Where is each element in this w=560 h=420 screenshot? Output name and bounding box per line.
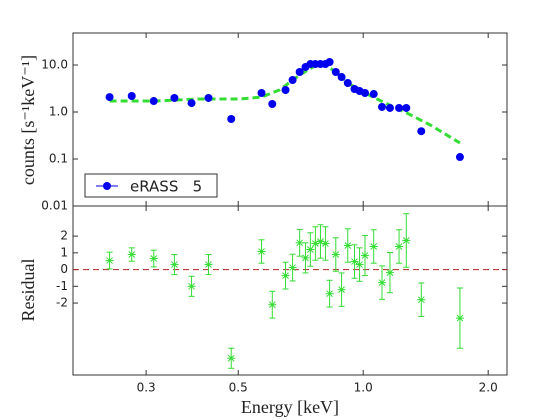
x-tick-label: 0.3 xyxy=(137,381,156,395)
residual-point xyxy=(385,252,394,294)
y-tick-label: 1 xyxy=(60,245,68,259)
residual-point xyxy=(306,232,315,267)
data-point xyxy=(343,79,352,88)
residual-point xyxy=(369,229,378,264)
y-tick-label: 1.0 xyxy=(49,105,68,119)
residual-point xyxy=(343,228,352,263)
y-tick-label: 0 xyxy=(60,262,68,276)
data-point xyxy=(187,99,196,108)
data-point xyxy=(149,97,158,106)
y-axis-label: counts [s⁻¹keV⁻¹] xyxy=(18,55,38,185)
x-axis-label: Energy [keV] xyxy=(241,397,339,417)
residual-point xyxy=(204,254,213,276)
residual-point xyxy=(337,272,346,307)
data-point xyxy=(417,127,426,136)
residual-point xyxy=(417,282,426,317)
data-point xyxy=(295,68,304,77)
residual-point xyxy=(355,247,364,282)
residual-point xyxy=(127,247,136,262)
data-point xyxy=(402,103,411,112)
residual-point xyxy=(350,244,359,279)
data-point xyxy=(455,153,464,162)
residual-point xyxy=(331,237,340,272)
y-tick-label: -1 xyxy=(56,279,68,293)
residual-point xyxy=(325,279,334,308)
legend-label: eRASS 5 xyxy=(130,178,202,196)
residual-point xyxy=(227,347,236,369)
y-axis-label: Residual xyxy=(18,259,38,322)
residual-point xyxy=(268,290,277,319)
legend-marker xyxy=(103,182,111,190)
model-line xyxy=(109,63,461,145)
data-point xyxy=(331,68,340,77)
y-tick-label: 2 xyxy=(60,229,68,243)
residual-point xyxy=(321,226,330,261)
x-tick-label: 0.5 xyxy=(229,381,248,395)
residual-point xyxy=(360,234,369,277)
data-point xyxy=(105,93,114,102)
residual-point xyxy=(105,251,114,270)
data-point xyxy=(395,103,404,112)
data-point xyxy=(257,88,266,97)
x-tick-label: 2.0 xyxy=(479,381,498,395)
residual-point xyxy=(455,287,464,349)
residual-point xyxy=(187,275,196,297)
residual-point xyxy=(378,265,387,300)
data-point xyxy=(204,93,213,102)
residual-point xyxy=(301,242,310,274)
residual-point xyxy=(395,229,404,264)
data-point xyxy=(127,92,136,101)
data-point xyxy=(268,100,277,109)
data-point xyxy=(288,75,297,84)
residual-point xyxy=(295,228,304,257)
x-tick-label: 1.0 xyxy=(354,381,373,395)
y-tick-label: -2 xyxy=(56,296,68,310)
residual-point xyxy=(281,261,290,290)
residual-point xyxy=(288,253,297,282)
residual-point xyxy=(257,239,266,264)
data-point xyxy=(325,57,334,66)
legend-box xyxy=(84,173,218,198)
residual-point xyxy=(170,254,179,276)
bottom-frame xyxy=(72,205,508,376)
residual-point xyxy=(149,249,158,268)
data-point xyxy=(170,93,179,102)
residual-point xyxy=(402,213,411,268)
data-point xyxy=(227,115,236,124)
data-point xyxy=(337,73,346,82)
y-tick-label: 0.1 xyxy=(49,152,68,166)
data-point xyxy=(360,88,369,97)
data-point xyxy=(281,85,290,94)
data-point xyxy=(385,103,394,112)
y-tick-label: 10.0 xyxy=(41,58,68,72)
legend: eRASS 5 xyxy=(84,173,218,198)
data-point xyxy=(369,90,378,99)
data-point xyxy=(378,102,387,111)
y-tick-label: 0.01 xyxy=(41,199,68,213)
